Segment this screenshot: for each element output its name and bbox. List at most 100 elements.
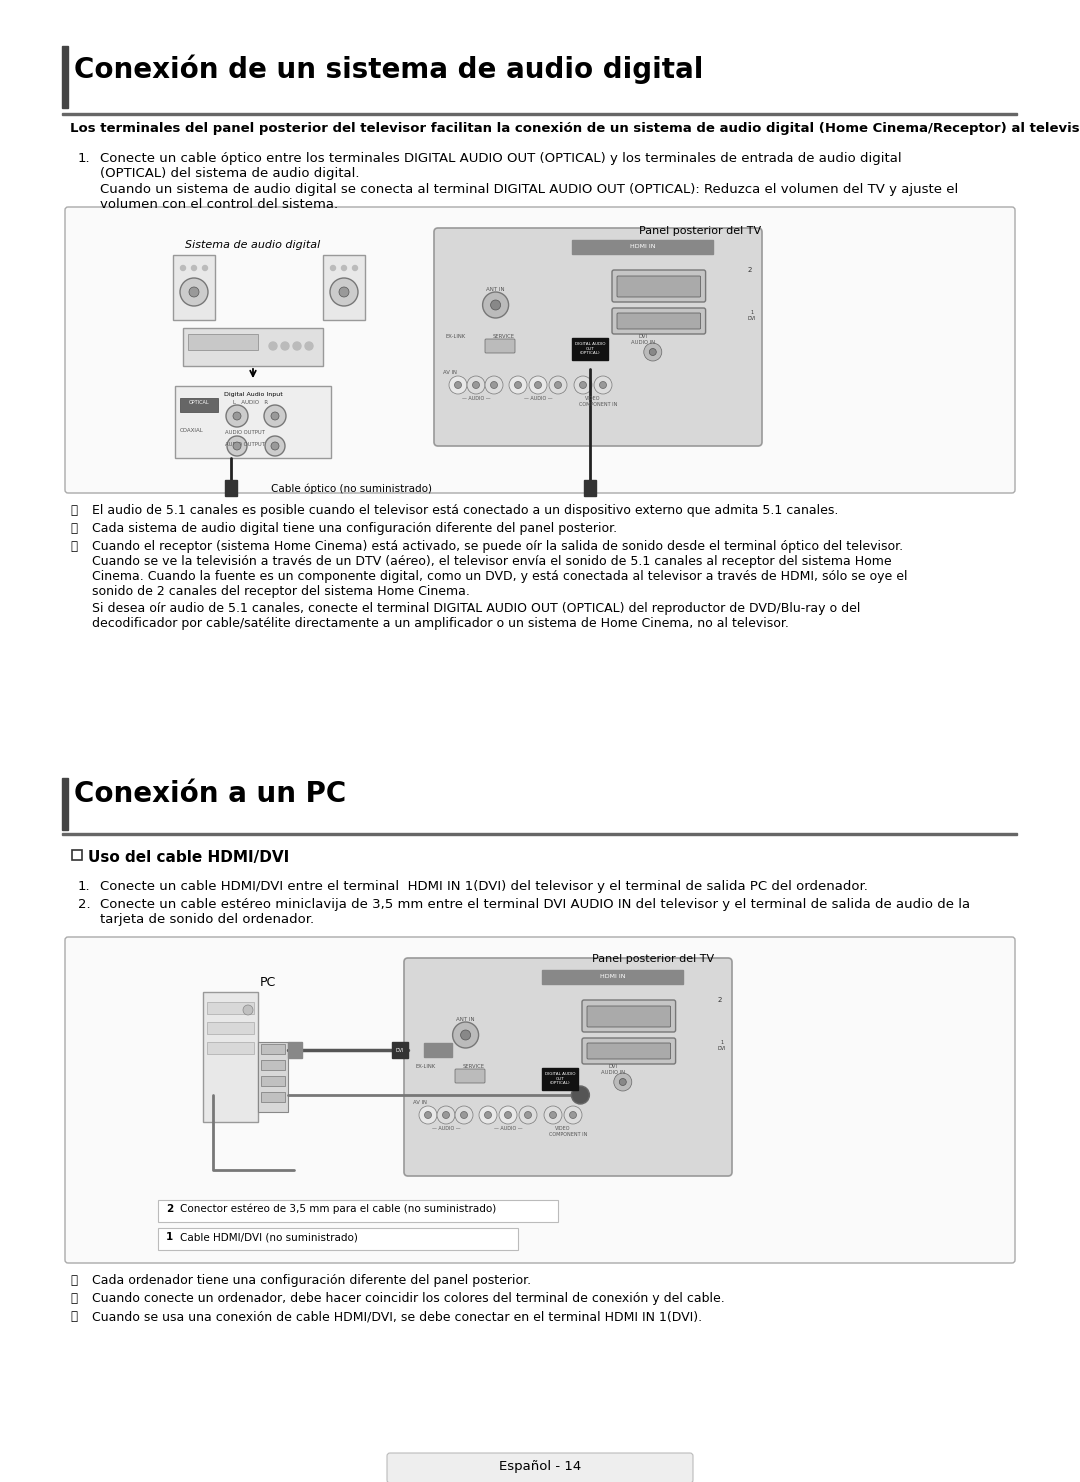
Text: — AUDIO —: — AUDIO — (461, 396, 490, 402)
Circle shape (339, 288, 349, 296)
Circle shape (281, 342, 289, 350)
Text: 1
DVI: 1 DVI (718, 1040, 726, 1051)
Circle shape (269, 342, 276, 350)
Circle shape (330, 279, 357, 305)
Bar (258, 1042, 288, 1112)
Text: SERVICE: SERVICE (463, 1064, 485, 1069)
Circle shape (191, 265, 197, 271)
Text: ⓩ: ⓩ (70, 1310, 77, 1323)
Circle shape (227, 436, 247, 456)
Text: decodificador por cable/satélite directamente a un amplificador o un sistema de : decodificador por cable/satélite directa… (92, 617, 788, 630)
Circle shape (424, 1112, 432, 1119)
Text: Cuando un sistema de audio digital se conecta al terminal DIGITAL AUDIO OUT (OPT: Cuando un sistema de audio digital se co… (100, 182, 958, 196)
Text: VIDEO: VIDEO (585, 396, 600, 402)
Text: 2: 2 (718, 997, 723, 1003)
Text: Cuando se ve la televisión a través de un DTV (aéreo), el televisor envía el son: Cuando se ve la televisión a través de u… (92, 554, 892, 568)
Bar (72, 851, 82, 860)
Text: ⓩ: ⓩ (70, 504, 77, 517)
Circle shape (460, 1030, 471, 1040)
Circle shape (203, 265, 207, 271)
Text: 1: 1 (166, 1232, 173, 1242)
Bar (542, 1069, 579, 1089)
Circle shape (453, 1023, 478, 1048)
Circle shape (569, 1112, 577, 1119)
Circle shape (485, 1112, 491, 1119)
Bar (62, 113, 1017, 116)
Text: DIGITAL AUDIO
OUT
(OPTICAL): DIGITAL AUDIO OUT (OPTICAL) (545, 1071, 576, 1085)
Circle shape (443, 1112, 449, 1119)
Circle shape (499, 1106, 517, 1123)
FancyBboxPatch shape (582, 1037, 676, 1064)
Circle shape (514, 381, 522, 388)
Circle shape (189, 288, 199, 296)
Circle shape (535, 381, 541, 388)
Text: Conecte un cable HDMI/DVI entre el terminal  HDMI IN 1(DVI) del televisor y el t: Conecte un cable HDMI/DVI entre el termi… (100, 880, 868, 894)
Circle shape (509, 376, 527, 394)
Circle shape (549, 376, 567, 394)
Circle shape (504, 1112, 512, 1119)
Text: Cuando conecte un ordenador, debe hacer coincidir los colores del terminal de co: Cuando conecte un ordenador, debe hacer … (92, 1292, 725, 1306)
Bar (323, 255, 365, 320)
Text: DIGITAL AUDIO
OUT
(OPTICAL): DIGITAL AUDIO OUT (OPTICAL) (576, 342, 606, 356)
Text: Cuando se usa una conexión de cable HDMI/DVI, se debe conectar en el terminal HD: Cuando se usa una conexión de cable HDMI… (92, 1310, 702, 1323)
Circle shape (483, 292, 509, 319)
Circle shape (330, 265, 336, 271)
Text: HDMI IN: HDMI IN (630, 245, 656, 249)
Circle shape (619, 1079, 626, 1085)
Circle shape (305, 342, 313, 350)
Circle shape (419, 1106, 437, 1123)
Circle shape (243, 1005, 253, 1015)
Text: Uso del cable HDMI/DVI: Uso del cable HDMI/DVI (87, 851, 289, 865)
Text: Si desea oír audio de 5.1 canales, conecte el terminal DIGITAL AUDIO OUT (OPTICA: Si desea oír audio de 5.1 canales, conec… (92, 602, 861, 615)
Text: 1.: 1. (78, 880, 91, 894)
Bar (158, 1200, 558, 1223)
Circle shape (480, 1106, 497, 1123)
Circle shape (519, 1106, 537, 1123)
Circle shape (571, 1086, 590, 1104)
Bar (180, 399, 218, 412)
Bar (207, 1042, 254, 1054)
Bar (572, 338, 608, 360)
Text: COMPONENT IN: COMPONENT IN (549, 1132, 588, 1137)
Circle shape (525, 1112, 531, 1119)
Text: VIDEO: VIDEO (555, 1126, 570, 1131)
Text: (OPTICAL) del sistema de audio digital.: (OPTICAL) del sistema de audio digital. (100, 167, 360, 179)
Text: El audio de 5.1 canales es posible cuando el televisor está conectado a un dispo: El audio de 5.1 canales es posible cuand… (92, 504, 838, 517)
Text: Conector estéreo de 3,5 mm para el cable (no suministrado): Conector estéreo de 3,5 mm para el cable… (180, 1203, 496, 1215)
Text: 2: 2 (166, 1203, 173, 1214)
Bar (424, 1043, 453, 1057)
Text: 1.: 1. (78, 153, 91, 165)
Text: EX-LINK: EX-LINK (416, 1064, 436, 1069)
Circle shape (180, 265, 186, 271)
Circle shape (554, 381, 562, 388)
Circle shape (613, 1073, 632, 1091)
Text: Cada sistema de audio digital tiene una configuración diferente del panel poster: Cada sistema de audio digital tiene una … (92, 522, 617, 535)
Text: DVI
AUDIO IN: DVI AUDIO IN (600, 1064, 625, 1074)
FancyBboxPatch shape (65, 207, 1015, 494)
Bar (62, 833, 1017, 834)
FancyBboxPatch shape (404, 957, 732, 1177)
FancyBboxPatch shape (588, 1043, 671, 1060)
Bar (158, 1229, 518, 1249)
Circle shape (264, 405, 286, 427)
Bar (261, 1060, 285, 1070)
Circle shape (352, 265, 357, 271)
Circle shape (271, 442, 279, 451)
Text: ANT IN: ANT IN (486, 288, 505, 292)
Circle shape (341, 265, 347, 271)
Text: L   AUDIO   R: L AUDIO R (233, 400, 268, 405)
Bar (175, 385, 330, 458)
Circle shape (490, 299, 501, 310)
Circle shape (594, 376, 612, 394)
FancyBboxPatch shape (612, 308, 705, 333)
Text: DVI
AUDIO IN: DVI AUDIO IN (631, 333, 654, 345)
Circle shape (455, 1106, 473, 1123)
Circle shape (455, 381, 461, 388)
Circle shape (437, 1106, 455, 1123)
Circle shape (180, 279, 208, 305)
FancyBboxPatch shape (617, 313, 701, 329)
Bar (207, 1023, 254, 1034)
Text: OPTICAL: OPTICAL (189, 400, 210, 405)
Bar (261, 1076, 285, 1086)
Text: Los terminales del panel posterior del televisor facilitan la conexión de un sis: Los terminales del panel posterior del t… (70, 122, 1080, 135)
